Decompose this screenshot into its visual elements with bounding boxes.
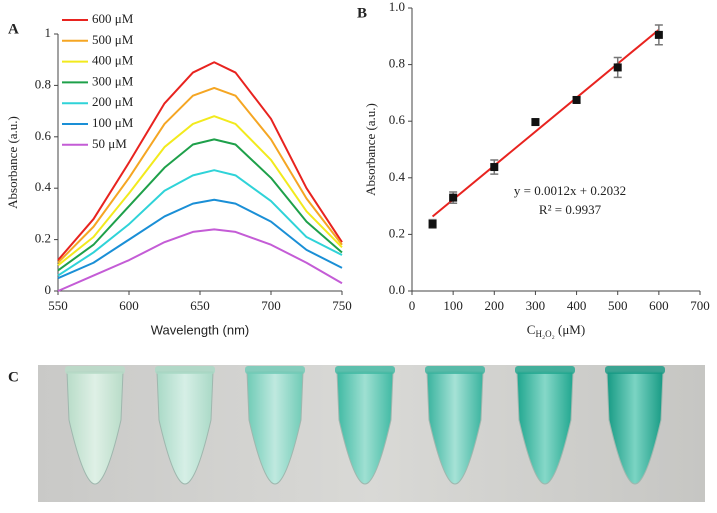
spectrum-line xyxy=(57,61,343,261)
spectrum-line xyxy=(57,228,343,292)
y-tick-label: 1.0 xyxy=(389,0,405,14)
tube-rim xyxy=(335,366,395,374)
legend-label: 50 μM xyxy=(92,136,127,151)
tube xyxy=(606,371,664,485)
x-axis-label: CH₂O₂ (μM) xyxy=(527,322,585,339)
legend-label: 300 μM xyxy=(92,73,134,88)
y-tick-label: 1 xyxy=(45,25,52,40)
tube-rim xyxy=(425,366,485,374)
spectrum-line xyxy=(57,86,343,264)
y-tick-label: 0.4 xyxy=(389,169,406,184)
y-tick-label: 0.8 xyxy=(389,56,405,71)
spectrum-line xyxy=(57,169,343,277)
tube xyxy=(246,371,304,485)
spectrum-line xyxy=(57,198,343,280)
point xyxy=(449,193,458,202)
y-tick-label: 0.2 xyxy=(389,225,405,240)
tubes xyxy=(65,366,665,485)
tube-rim xyxy=(605,366,665,374)
point xyxy=(572,95,581,104)
x-tick-label: 300 xyxy=(526,298,546,313)
panel-label: C xyxy=(8,369,19,385)
x-axis-label-part: (μM) xyxy=(555,322,585,337)
tube-rim xyxy=(65,366,125,374)
point xyxy=(490,163,499,172)
x-tick-label: 600 xyxy=(119,298,139,313)
y-tick-label: 0 xyxy=(45,282,52,297)
tube xyxy=(426,371,484,485)
tube xyxy=(66,371,124,485)
y-tick-label: 0.6 xyxy=(389,112,406,127)
panel-label: A xyxy=(8,21,19,37)
point xyxy=(428,219,437,228)
point xyxy=(654,30,663,39)
tube-rim xyxy=(515,366,575,374)
tube-rim xyxy=(155,366,215,374)
fit-line xyxy=(431,28,660,218)
x-tick-label: 550 xyxy=(48,298,68,313)
legend-label: 200 μM xyxy=(92,94,134,109)
x-tick-label: 700 xyxy=(261,298,281,313)
x-tick-label: 750 xyxy=(332,298,352,313)
y-axis-label: Absorbance (a.u.) xyxy=(363,103,378,196)
x-tick-label: 600 xyxy=(649,298,669,313)
tube xyxy=(516,371,574,485)
fit-annotation: y = 0.0012x + 0.2032 xyxy=(514,183,626,198)
y-tick-label: 0.6 xyxy=(35,128,52,143)
x-axis-label-part: C xyxy=(527,322,536,337)
x-tick-label: 500 xyxy=(608,298,628,313)
x-tick-label: 400 xyxy=(567,298,587,313)
y-axis-label: Absorbance (a.u.) xyxy=(5,116,20,209)
panel-label: B xyxy=(357,5,367,21)
fit-annotation: R² = 0.9937 xyxy=(539,202,602,217)
legend-label: 500 μM xyxy=(92,32,134,47)
spectrum-line xyxy=(57,115,343,267)
point xyxy=(531,118,540,127)
y-tick-label: 0.4 xyxy=(35,179,52,194)
x-tick-label: 100 xyxy=(443,298,463,313)
legend-label: 400 μM xyxy=(92,53,134,68)
tube-rim xyxy=(245,366,305,374)
x-tick-label: 650 xyxy=(190,298,210,313)
tube xyxy=(336,371,394,485)
x-tick-label: 200 xyxy=(485,298,505,313)
y-tick-label: 0.8 xyxy=(35,76,51,91)
legend-label: 600 μM xyxy=(92,11,134,26)
x-tick-label: 700 xyxy=(690,298,710,313)
x-axis-label-part: H₂O₂ xyxy=(535,329,554,339)
spectrum-line xyxy=(57,138,343,272)
y-tick-label: 0.2 xyxy=(35,231,51,246)
point xyxy=(613,63,622,72)
x-tick-label: 0 xyxy=(409,298,416,313)
tube xyxy=(156,371,214,485)
legend-label: 100 μM xyxy=(92,115,134,130)
y-tick-label: 0.0 xyxy=(389,282,405,297)
x-axis-label: Wavelength (nm) xyxy=(151,322,250,337)
